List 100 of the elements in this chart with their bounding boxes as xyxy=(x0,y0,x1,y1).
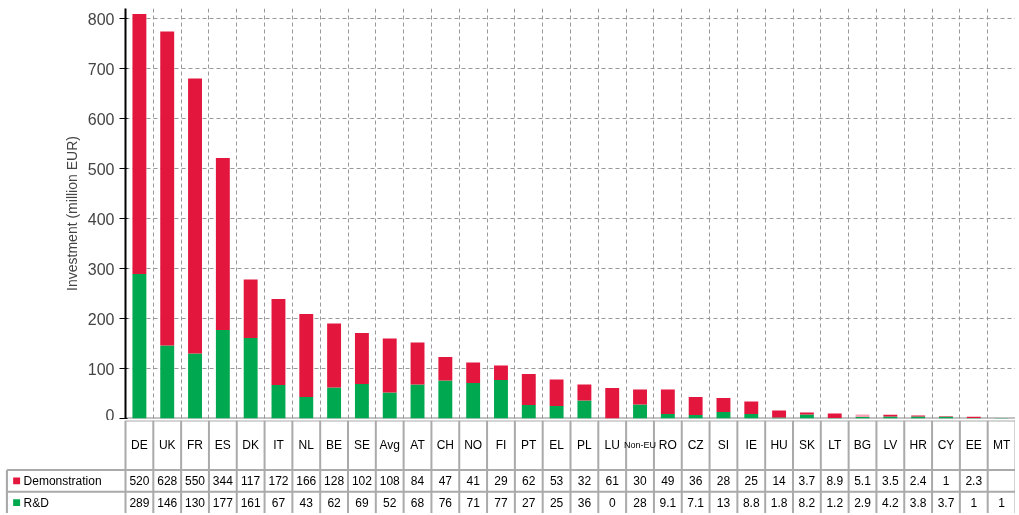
bar xyxy=(215,330,230,419)
x-tick-label: SE xyxy=(353,438,370,453)
bar xyxy=(577,384,592,401)
data-label: 3.7 xyxy=(798,474,816,489)
y-tick-label: 700 xyxy=(87,60,115,78)
bar xyxy=(660,389,675,414)
data-label: 30 xyxy=(633,474,648,489)
bar xyxy=(160,345,175,419)
bar xyxy=(243,338,258,419)
x-tick-label: SK xyxy=(798,438,815,453)
x-tick-label: EL xyxy=(549,438,565,453)
data-label: 344 xyxy=(212,474,234,489)
data-label: 32 xyxy=(577,474,592,489)
data-label: 117 xyxy=(241,474,261,489)
data-label: 52 xyxy=(383,496,397,511)
data-label: 8.2 xyxy=(798,496,816,511)
x-tick-label: HU xyxy=(770,438,788,453)
data-label: 68 xyxy=(410,496,425,511)
x-tick-label: ES xyxy=(214,438,231,453)
x-tick-label: PT xyxy=(521,438,538,453)
y-tick-label: 200 xyxy=(87,310,115,328)
bar xyxy=(633,389,647,405)
y-tick-label: 300 xyxy=(87,260,115,278)
y-axis-title: Investment (million EUR) xyxy=(63,136,80,291)
data-label: 29 xyxy=(494,474,508,489)
x-tick-label: CY xyxy=(937,438,955,453)
bar xyxy=(577,400,592,419)
bar xyxy=(521,405,536,419)
data-label: 61 xyxy=(605,474,620,489)
data-label: 62 xyxy=(522,474,536,489)
data-label: 628 xyxy=(157,474,178,489)
data-label: 5.1 xyxy=(854,474,872,489)
y-tick-label: 800 xyxy=(87,10,115,28)
x-tick-label: Avg xyxy=(379,438,400,453)
data-label: 43 xyxy=(299,496,314,511)
bar xyxy=(160,31,175,346)
x-tick-label: SI xyxy=(717,438,730,453)
bar xyxy=(188,78,202,354)
bar xyxy=(299,397,314,419)
bar xyxy=(605,388,620,419)
bar xyxy=(327,323,342,388)
data-label: 3.5 xyxy=(882,474,900,489)
bar xyxy=(633,404,647,419)
data-label: 8.8 xyxy=(742,496,760,511)
data-label: 1.2 xyxy=(826,496,844,511)
data-label: 161 xyxy=(240,496,261,511)
x-tick-label: BE xyxy=(326,438,343,453)
bar xyxy=(521,374,536,405)
bar xyxy=(188,353,202,419)
data-label: 1.8 xyxy=(770,496,788,511)
bar xyxy=(215,158,230,330)
x-tick-label: EE xyxy=(965,438,982,453)
y-tick-label: 600 xyxy=(87,110,115,128)
x-tick-label: PL xyxy=(577,438,593,453)
data-label: 9.1 xyxy=(659,496,677,511)
bar xyxy=(438,357,453,381)
data-label: 8.9 xyxy=(826,474,844,489)
data-label: 25 xyxy=(549,496,564,511)
data-label: 84 xyxy=(410,474,425,489)
bar xyxy=(494,365,508,380)
data-label: 108 xyxy=(379,474,401,489)
y-tick-label: 400 xyxy=(87,210,115,228)
bar xyxy=(688,396,703,415)
x-tick-label: NL xyxy=(298,438,315,453)
data-label: 128 xyxy=(324,474,345,489)
bar xyxy=(466,362,481,383)
data-label: 289 xyxy=(129,496,150,511)
bar xyxy=(132,14,147,274)
data-label: 53 xyxy=(549,474,564,489)
bar xyxy=(716,398,731,412)
data-label: 102 xyxy=(351,474,373,489)
x-tick-label: FR xyxy=(187,438,204,453)
x-tick-label: UK xyxy=(158,438,176,453)
data-label: 14 xyxy=(772,474,787,489)
bar xyxy=(382,392,397,419)
legend-label: Demonstration xyxy=(23,473,102,488)
data-label: 69 xyxy=(355,496,369,511)
x-tick-label: LT xyxy=(828,438,842,453)
x-tick-label: Non-EU xyxy=(624,440,657,451)
data-label: 62 xyxy=(327,496,342,511)
x-tick-label: RO xyxy=(658,438,677,453)
data-label: 71 xyxy=(466,496,481,511)
data-label: 28 xyxy=(716,474,731,489)
x-tick-label: CZ xyxy=(687,438,704,453)
data-label: 2.4 xyxy=(909,474,927,489)
legend-label: R&D xyxy=(23,495,50,510)
bar xyxy=(494,380,508,419)
data-label: 3.8 xyxy=(909,496,927,511)
bar xyxy=(466,383,481,419)
data-label: 36 xyxy=(688,474,703,489)
data-label: 1 xyxy=(998,496,1006,511)
x-tick-label: BG xyxy=(853,438,872,453)
bar xyxy=(327,387,342,419)
data-label: 47 xyxy=(438,474,453,489)
data-label: 13 xyxy=(716,496,731,511)
data-label: 77 xyxy=(494,496,508,511)
data-label: 130 xyxy=(185,496,206,511)
bar xyxy=(438,380,453,419)
data-label: 36 xyxy=(577,496,592,511)
x-tick-label: AT xyxy=(410,438,426,453)
